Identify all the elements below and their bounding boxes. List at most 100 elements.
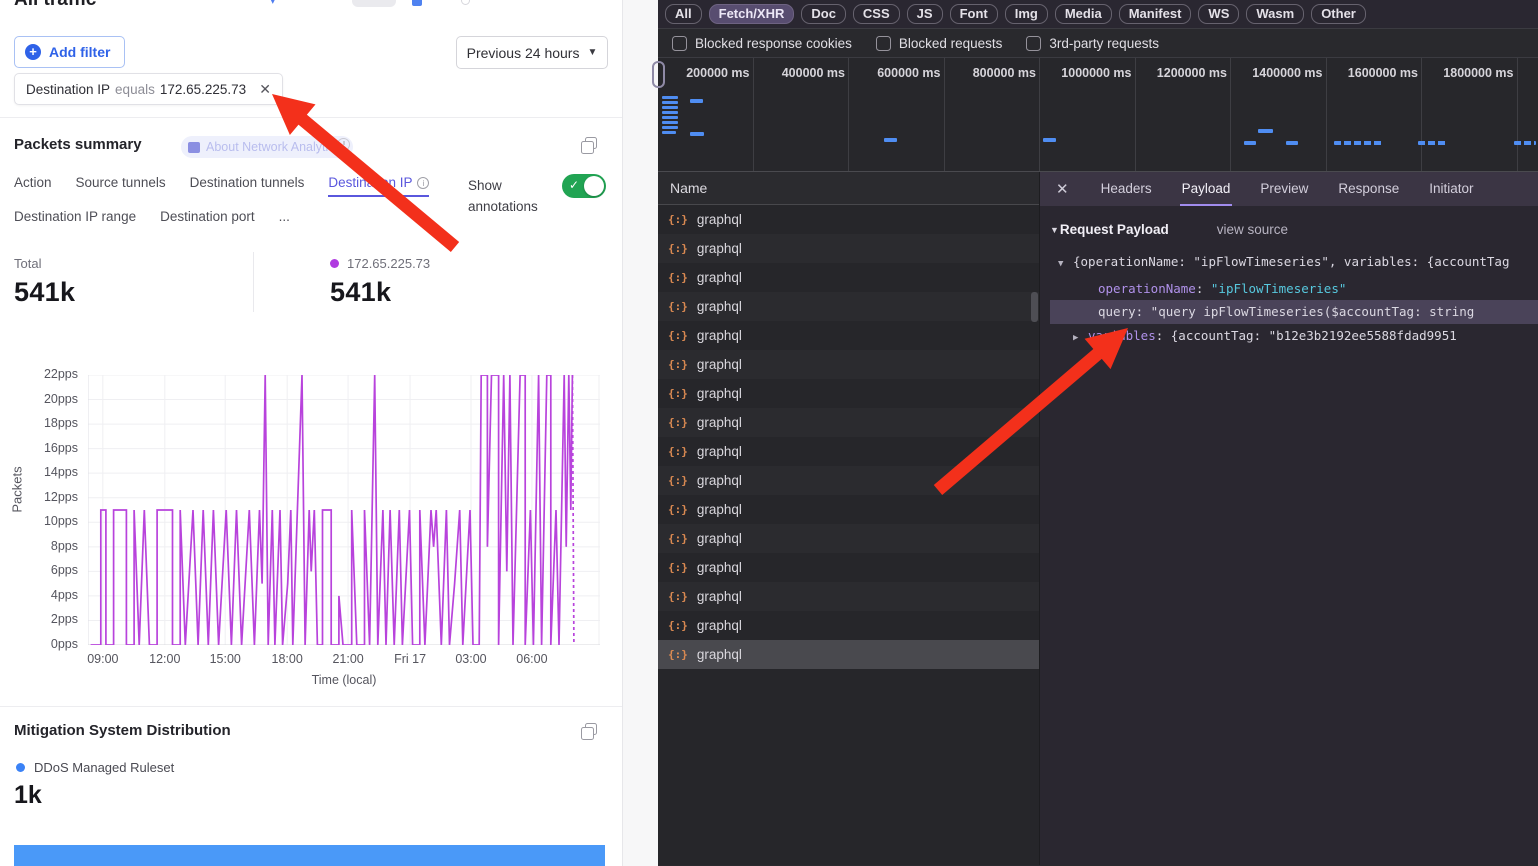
request-filter-checkboxes: Blocked response cookies Blocked requests…: [658, 29, 1538, 58]
table-row[interactable]: {:} graphql: [658, 205, 1039, 234]
request-name: graphql: [696, 618, 742, 633]
payload-line[interactable]: query: "query ipFlowTimeseries($accountT…: [1050, 300, 1538, 324]
filter-operator: equals: [115, 81, 155, 97]
name-column-header[interactable]: Name: [658, 172, 1039, 205]
table-row[interactable]: {:} graphql: [658, 466, 1039, 495]
network-overview-timeline[interactable]: 200000 ms 400000 ms 600000 ms 800000 ms 1000…: [652, 58, 1538, 172]
tab-preview[interactable]: Preview: [1260, 181, 1309, 196]
request-rows: {:} graphql {:} graphql {:} graphql {:} graphql…: [658, 205, 1039, 669]
request-timeline-mark: [662, 126, 678, 129]
table-row[interactable]: {:} graphql: [658, 553, 1039, 582]
filter-pill-wasm[interactable]: Wasm: [1246, 4, 1305, 24]
plus-icon: +: [25, 44, 41, 60]
request-timeline-mark: [662, 106, 678, 109]
stat-label: 172.65.225.73: [347, 256, 431, 271]
table-row[interactable]: {:} graphql: [658, 263, 1039, 292]
add-filter-button[interactable]: + Add filter: [14, 36, 126, 68]
add-filter-label: Add filter: [49, 44, 111, 60]
table-row[interactable]: {:} graphql: [658, 611, 1039, 640]
x-tick-label: 15:00: [209, 652, 241, 666]
stat-value: 541k: [14, 277, 76, 307]
mitigation-legend: DDoS Managed Ruleset: [16, 760, 174, 775]
table-row[interactable]: {:} graphql: [658, 437, 1039, 466]
checkbox-3rd-party-requests[interactable]: 3rd-party requests: [1026, 35, 1159, 51]
json-braces-icon: {:}: [668, 474, 688, 487]
tab-initiator[interactable]: Initiator: [1429, 181, 1474, 196]
copy-icon[interactable]: [581, 723, 597, 740]
checkbox-blocked-requests[interactable]: Blocked requests: [875, 35, 1002, 51]
json-braces-icon: {:}: [668, 619, 688, 632]
table-row[interactable]: {:} graphql: [658, 292, 1039, 321]
y-tick-label: 16pps: [43, 440, 78, 455]
table-row[interactable]: {:} graphql: [658, 582, 1039, 611]
request-timeline-mark: [690, 132, 704, 136]
table-row[interactable]: {:} graphql: [658, 350, 1039, 379]
x-axis-title: Time (local): [311, 673, 377, 687]
x-tick-label: 12:00: [149, 652, 181, 666]
request-list: Name {:} graphql {:} graphql {:} graphql {:} gr…: [658, 172, 1040, 865]
json-braces-icon: {:}: [668, 503, 688, 516]
filter-pill-media[interactable]: Media: [1054, 4, 1112, 24]
table-row[interactable]: {:} graphql: [658, 379, 1039, 408]
json-braces-icon: {:}: [668, 213, 688, 226]
about-network-analytics-badge[interactable]: About Network Analytics: [181, 136, 353, 158]
table-row[interactable]: {:} graphql: [658, 408, 1039, 437]
filter-pill-font[interactable]: Font: [949, 4, 998, 24]
tab-action[interactable]: Action: [14, 175, 52, 190]
request-timeline-mark: [662, 111, 678, 114]
show-annotations-toggle[interactable]: ✓: [562, 174, 606, 198]
page-title: All traffic: [14, 0, 96, 11]
view-source-link[interactable]: view source: [1216, 222, 1288, 237]
tab-source-tunnels[interactable]: Source tunnels: [75, 175, 166, 190]
payload-tree: ▼ {operationName: "ipFlowTimeseries", var…: [1050, 250, 1538, 350]
table-row[interactable]: {:} graphql: [658, 640, 1039, 669]
close-icon[interactable]: ✕: [1056, 181, 1069, 198]
payload-line[interactable]: ▶ variables: {accountTag: "b12e3b2192ee55…: [1050, 324, 1538, 351]
tab--[interactable]: ...: [278, 209, 290, 224]
timeline-segment-label: 1800000 ms: [1422, 58, 1518, 171]
request-name: graphql: [696, 386, 742, 401]
request-name: graphql: [696, 473, 742, 488]
panel-gutter: [622, 0, 658, 866]
devtools-network-panel: All Fetch/XHR Doc CSS JS Font Img Media Manifest…: [652, 0, 1538, 866]
filter-pill-img[interactable]: Img: [1004, 4, 1048, 24]
payload-text: :: [1195, 280, 1211, 296]
time-range-dropdown[interactable]: Previous 24 hours ▼: [456, 36, 608, 69]
filter-pill-doc[interactable]: Doc: [801, 4, 846, 24]
tab-destination-ip[interactable]: Destination IP i: [328, 175, 430, 197]
payload-line[interactable]: ▼ {operationName: "ipFlowTimeseries", var…: [1050, 250, 1538, 277]
tab-destination-ip-range[interactable]: Destination IP range: [14, 209, 137, 224]
payload-line[interactable]: operationName: "ipFlowTimeseries": [1050, 277, 1538, 301]
filter-chip[interactable]: Destination IP equals 172.65.225.73 ✕: [14, 73, 283, 105]
filter-pill-manifest[interactable]: Manifest: [1118, 4, 1192, 24]
chevron-down-icon[interactable]: ▼: [1050, 224, 1059, 235]
tab-headers[interactable]: Headers: [1100, 181, 1152, 196]
divider: [0, 117, 622, 118]
tree-caret-icon[interactable]: ▼: [1058, 259, 1064, 269]
filter-pill-css[interactable]: CSS: [852, 4, 900, 24]
table-row[interactable]: {:} graphql: [658, 234, 1039, 263]
payload-content: ▼ Request Payload view source ▼ {operatio…: [1040, 206, 1538, 350]
payload-text: "ipFlowTimeseries": [1210, 280, 1347, 296]
tab-destination-tunnels[interactable]: Destination tunnels: [189, 175, 305, 190]
filter-pill-js[interactable]: JS: [906, 4, 943, 24]
timeline-segment-label: 600000 ms: [849, 58, 945, 171]
filter-pill-fetch-xhr[interactable]: Fetch/XHR: [708, 4, 795, 24]
remove-filter-icon[interactable]: ✕: [259, 80, 271, 97]
table-row[interactable]: {:} graphql: [658, 321, 1039, 350]
filter-pill-all[interactable]: All: [665, 4, 702, 24]
table-row[interactable]: {:} graphql: [658, 524, 1039, 553]
tab-destination-port[interactable]: Destination port: [160, 209, 255, 224]
tab-response[interactable]: Response: [1338, 181, 1400, 196]
filter-pill-other[interactable]: Other: [1311, 4, 1366, 24]
tree-caret-icon[interactable]: ▶: [1073, 332, 1079, 343]
timeline-handle[interactable]: [652, 61, 665, 88]
tab-payload[interactable]: Payload: [1179, 172, 1233, 206]
table-row[interactable]: {:} graphql: [658, 495, 1039, 524]
summary-tabs-row-2: Destination IP range Destination port...: [14, 209, 290, 231]
checkbox-blocked-response-cookies[interactable]: Blocked response cookies: [672, 35, 852, 51]
json-braces-icon: {:}: [668, 532, 688, 545]
filter-pill-ws[interactable]: WS: [1198, 4, 1240, 24]
copy-icon[interactable]: [581, 137, 597, 154]
scrollbar[interactable]: [1031, 292, 1038, 322]
